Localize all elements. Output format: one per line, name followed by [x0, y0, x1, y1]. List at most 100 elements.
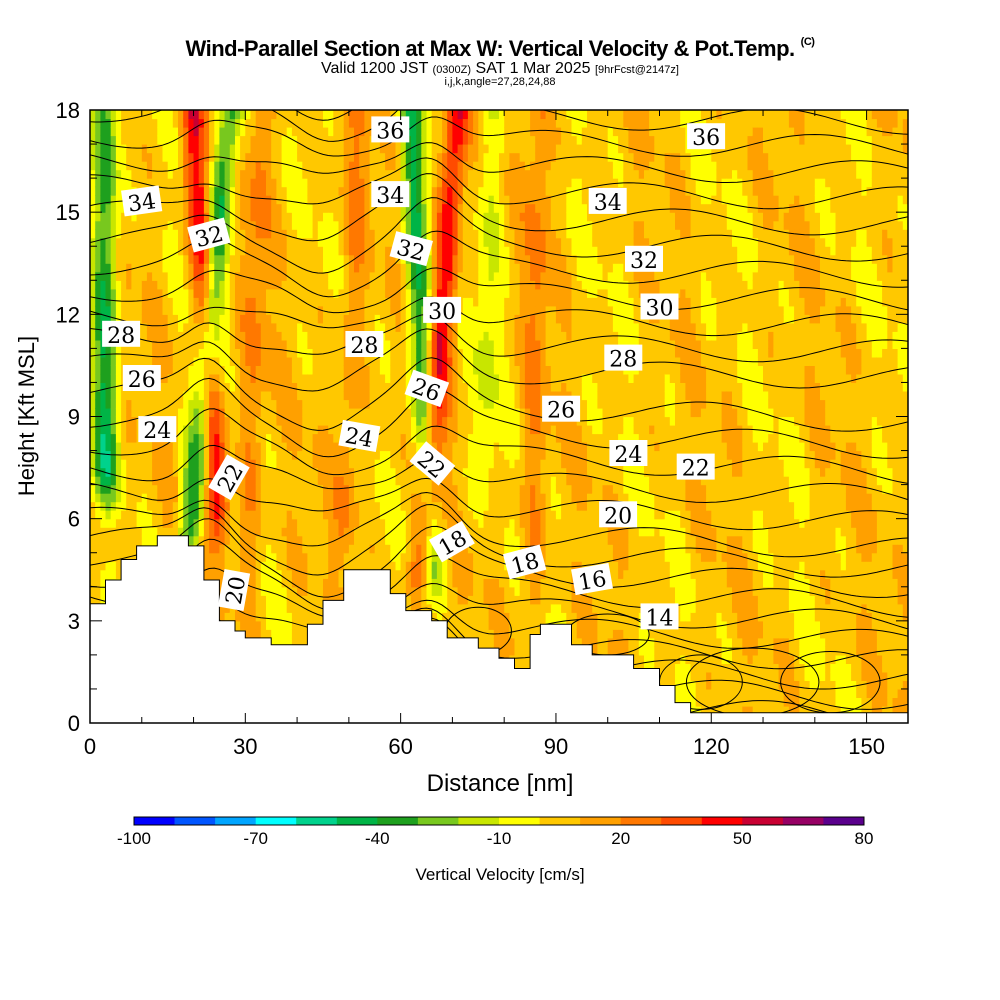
velocity-cell [115, 552, 122, 562]
velocity-cell [172, 152, 179, 162]
velocity-cell [348, 254, 355, 264]
velocity-cell [245, 161, 252, 171]
velocity-cell [260, 246, 267, 256]
velocity-cell [235, 416, 241, 426]
velocity-cell [141, 110, 148, 120]
velocity-cell [400, 322, 407, 332]
velocity-cell [136, 229, 143, 239]
velocity-cell [131, 544, 138, 554]
velocity-cell [105, 399, 112, 409]
velocity-cell [126, 118, 132, 128]
velocity-cell [286, 373, 293, 383]
velocity-cell [317, 535, 324, 545]
velocity-cell [281, 603, 288, 613]
velocity-cell [110, 229, 117, 239]
velocity-cell [436, 212, 443, 222]
velocity-cell [395, 305, 402, 315]
velocity-cell [136, 254, 143, 264]
velocity-cell [281, 373, 288, 383]
velocity-cell [90, 348, 96, 358]
velocity-cell [271, 552, 277, 562]
velocity-cell [416, 339, 422, 349]
velocity-cell [281, 161, 288, 171]
velocity-cell [411, 186, 417, 196]
velocity-cell [198, 373, 205, 383]
velocity-cell [255, 484, 262, 494]
velocity-cell [323, 552, 329, 562]
velocity-cell [90, 459, 96, 469]
velocity-cell [90, 297, 96, 307]
velocity-cell [359, 195, 365, 205]
velocity-cell [333, 578, 340, 588]
velocity-cell [240, 161, 246, 171]
velocity-cell [447, 595, 453, 605]
velocity-cell [302, 544, 309, 554]
velocity-cell [271, 246, 277, 256]
velocity-cell [250, 561, 257, 571]
velocity-cell [379, 459, 386, 469]
velocity-cell [411, 195, 417, 205]
velocity-cell [260, 305, 267, 315]
velocity-cell [266, 527, 272, 537]
velocity-cell [172, 527, 179, 537]
velocity-cell [183, 144, 189, 154]
velocity-cell [385, 561, 391, 571]
velocity-cell [286, 212, 293, 222]
velocity-cell [219, 212, 226, 222]
velocity-cell [229, 254, 236, 264]
velocity-cell [276, 305, 283, 315]
velocity-cell [379, 527, 386, 537]
velocity-cell [302, 195, 309, 205]
velocity-cell [224, 408, 231, 418]
velocity-cell [328, 459, 334, 469]
velocity-cell [90, 408, 96, 418]
velocity-cell [250, 152, 257, 162]
velocity-cell [121, 408, 127, 418]
velocity-cell [146, 305, 153, 315]
velocity-cell [266, 339, 272, 349]
velocity-cell [255, 322, 262, 332]
velocity-cell [359, 493, 365, 503]
velocity-cell [390, 348, 397, 358]
velocity-cell [95, 229, 101, 239]
velocity-cell [95, 373, 101, 383]
velocity-cell [110, 527, 117, 537]
velocity-cell [364, 288, 371, 298]
velocity-cell [100, 195, 107, 205]
velocity-cell [379, 391, 386, 401]
velocity-cell [146, 535, 153, 545]
velocity-cell [193, 161, 200, 171]
velocity-cell [431, 569, 438, 579]
velocity-cell [224, 416, 231, 426]
velocity-cell [411, 314, 417, 324]
velocity-cell [369, 484, 376, 494]
velocity-cell [400, 561, 407, 571]
velocity-cell [416, 220, 422, 230]
velocity-cell [115, 425, 122, 435]
velocity-cell [359, 178, 365, 188]
velocity-cell [436, 442, 443, 452]
velocity-cell [224, 382, 231, 392]
velocity-cell [364, 297, 371, 307]
velocity-cell [442, 433, 448, 443]
velocity-cell [260, 425, 267, 435]
velocity-cell [146, 459, 153, 469]
velocity-cell [126, 297, 132, 307]
velocity-cell [188, 305, 195, 315]
velocity-cell [115, 442, 122, 452]
velocity-cell [338, 110, 345, 120]
velocity-cell [431, 527, 438, 537]
velocity-cell [369, 271, 376, 281]
velocity-cell [105, 178, 112, 188]
velocity-cell [250, 280, 257, 290]
velocity-cell [369, 212, 376, 222]
velocity-cell [317, 246, 324, 256]
velocity-cell [172, 288, 179, 298]
velocity-cell [323, 229, 329, 239]
velocity-cell [436, 263, 443, 273]
velocity-cell [291, 518, 298, 528]
velocity-cell [442, 373, 448, 383]
velocity-cell [281, 595, 288, 605]
velocity-cell [421, 365, 428, 375]
velocity-cell [162, 399, 169, 409]
